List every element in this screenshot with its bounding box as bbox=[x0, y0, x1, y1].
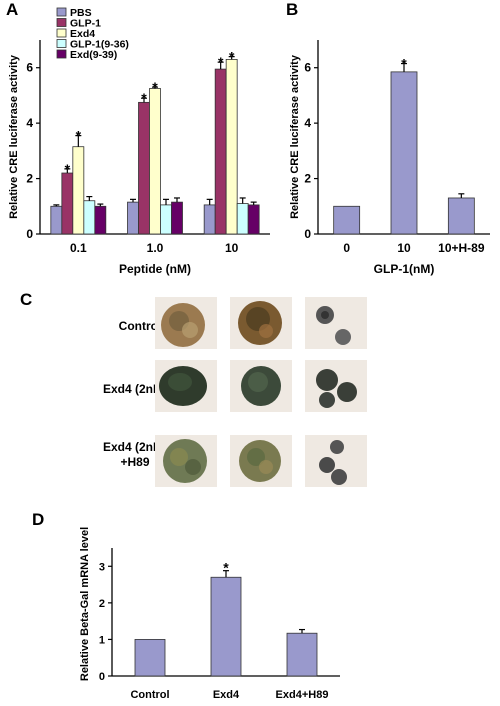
bar bbox=[94, 205, 107, 235]
y-tick-label: 0 bbox=[304, 227, 311, 241]
bar bbox=[203, 204, 216, 235]
x-tick-label: 10 bbox=[225, 241, 239, 255]
bar bbox=[236, 203, 249, 235]
bar bbox=[214, 68, 227, 235]
bar bbox=[286, 632, 318, 677]
x-tick-label: 0.1 bbox=[70, 241, 87, 255]
micrograph-control-3 bbox=[305, 297, 367, 349]
x-tick-label: 1.0 bbox=[147, 241, 164, 255]
bar bbox=[333, 205, 361, 235]
bar bbox=[210, 576, 242, 677]
y-axis-label: Relative CRE luciferase activity bbox=[289, 54, 301, 219]
bar bbox=[171, 201, 183, 235]
x-axis-label: GLP-1(nM) bbox=[374, 262, 435, 276]
bar bbox=[61, 172, 74, 235]
bar bbox=[447, 197, 475, 235]
bar bbox=[149, 88, 161, 235]
bar bbox=[134, 639, 166, 677]
y-tick-label: 4 bbox=[26, 116, 33, 130]
legend-label: Exd4 bbox=[70, 28, 95, 40]
bar bbox=[72, 146, 85, 235]
significance-asterisk: * bbox=[65, 161, 71, 177]
bar bbox=[50, 205, 63, 235]
significance-asterisk: * bbox=[152, 79, 158, 95]
significance-asterisk: * bbox=[229, 49, 235, 65]
y-tick-label: 1 bbox=[99, 634, 105, 646]
micrograph-exd4-1 bbox=[155, 360, 217, 412]
chart-a: 0 2 4 6 Relative CRE luciferase activity Pept… bbox=[8, 7, 270, 276]
legend-swatch bbox=[56, 49, 67, 59]
legend-swatch bbox=[56, 28, 67, 38]
chart-d: 0 1 2 3 Relative Beta-Gal mRNA level Control *… bbox=[79, 527, 340, 701]
significance-asterisk: * bbox=[141, 90, 147, 106]
x-tick-label: Control bbox=[130, 689, 169, 701]
y-tick-label: 6 bbox=[304, 61, 311, 75]
legend-swatch bbox=[56, 18, 67, 27]
micrograph-exd4-h89-2 bbox=[230, 435, 292, 487]
micrograph-control-1 bbox=[155, 297, 217, 349]
legend-swatch bbox=[56, 7, 67, 17]
x-tick-label: 10 bbox=[397, 241, 411, 255]
legend-label: GLP-1 bbox=[70, 18, 101, 30]
significance-asterisk: * bbox=[223, 560, 229, 576]
x-axis-label: Peptide (nM) bbox=[119, 262, 191, 276]
legend-label: Exd(9-39) bbox=[70, 49, 117, 61]
legend-swatch bbox=[56, 39, 67, 48]
micrograph-exd4-2 bbox=[230, 360, 292, 412]
bar bbox=[390, 71, 418, 235]
y-axis-label: Relative CRE luciferase activity bbox=[8, 54, 20, 219]
bar bbox=[225, 59, 238, 235]
y-tick-label: 6 bbox=[26, 61, 33, 75]
significance-asterisk: * bbox=[218, 54, 224, 70]
y-tick-label: 3 bbox=[99, 561, 105, 573]
bar bbox=[138, 101, 150, 235]
y-tick-label: 4 bbox=[304, 116, 311, 130]
bar bbox=[160, 204, 172, 235]
bar bbox=[127, 201, 139, 235]
x-tick-label: Exd4+H89 bbox=[276, 689, 329, 701]
y-axis-label: Relative Beta-Gal mRNA level bbox=[79, 527, 91, 681]
significance-asterisk: * bbox=[401, 56, 407, 72]
legend-label: GLP-1(9-36) bbox=[70, 39, 129, 51]
significance-asterisk: * bbox=[76, 128, 82, 144]
y-tick-label: 0 bbox=[26, 227, 33, 241]
micrograph-exd4-h89-3 bbox=[305, 435, 367, 487]
panel-letter-c: C bbox=[20, 290, 33, 309]
y-tick-label: 2 bbox=[304, 172, 311, 186]
x-tick-label: 0 bbox=[343, 241, 350, 255]
bar bbox=[83, 200, 96, 235]
row-label-exd4: Exd4 (2nM) bbox=[102, 382, 167, 396]
y-tick-label: 2 bbox=[26, 172, 33, 186]
micrograph-exd4-h89-1 bbox=[155, 435, 217, 487]
micrograph-control-2 bbox=[230, 297, 292, 349]
y-tick-label: 2 bbox=[99, 598, 105, 610]
y-tick-label: 0 bbox=[99, 671, 105, 683]
x-tick-label: Exd4 bbox=[213, 689, 240, 701]
panel-letter-b: B bbox=[286, 0, 299, 19]
panel-letter-a: A bbox=[6, 0, 19, 19]
legend-label: PBS bbox=[70, 7, 92, 19]
panel-letter-d: D bbox=[32, 510, 45, 529]
micrograph-exd4-3 bbox=[305, 360, 367, 412]
row-label-control: Control bbox=[118, 319, 162, 333]
bar bbox=[247, 204, 260, 235]
x-tick-label: 10+H-89 bbox=[438, 241, 485, 255]
